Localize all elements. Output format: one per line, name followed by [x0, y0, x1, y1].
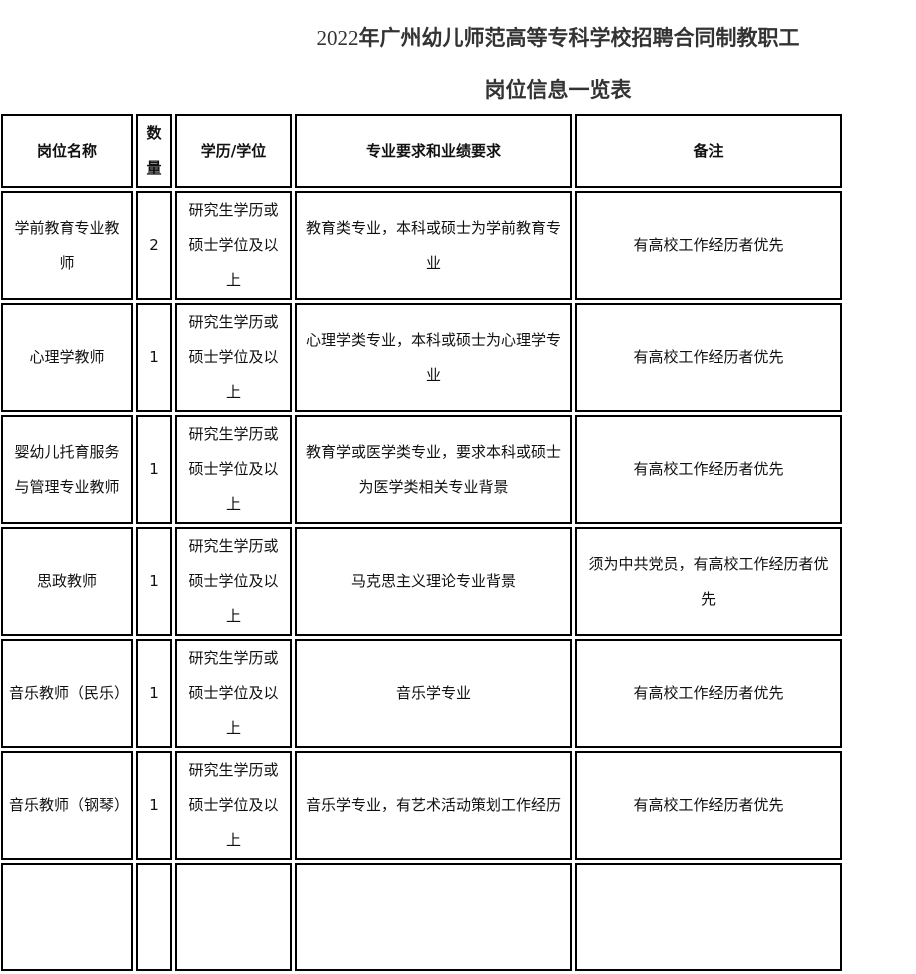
cell-education: 研究生学历或硕士学位及以上 [175, 191, 292, 300]
table-row: 思政教师 1 研究生学历或硕士学位及以上 马克思主义理论专业背景 须为中共党员，有高校工… [1, 527, 842, 636]
cell-position: 音乐教师（钢琴） [1, 751, 133, 860]
positions-table: 岗位名称 数量 学历/学位 专业要求和业绩要求 备注 学前教育专业教师 2 研究生学… [0, 111, 845, 974]
table-header-row: 岗位名称 数量 学历/学位 专业要求和业绩要求 备注 [1, 114, 842, 188]
cell-education: 研究生学历或硕士学位及以上 [175, 751, 292, 860]
cell-requirements: 音乐学专业 [295, 639, 572, 748]
cell-count: 1 [136, 527, 172, 636]
cell-requirements: 马克思主义理论专业背景 [295, 527, 572, 636]
header-education: 学历/学位 [175, 114, 292, 188]
cell-count [136, 863, 172, 971]
cell-count: 1 [136, 415, 172, 524]
cell-notes: 有高校工作经历者优先 [575, 303, 842, 412]
cell-requirements: 教育学或医学类专业，要求本科或硕士为医学类相关专业背景 [295, 415, 572, 524]
header-count: 数量 [136, 114, 172, 188]
cell-education: 研究生学历或硕士学位及以上 [175, 527, 292, 636]
cell-requirements: 音乐学专业，有艺术活动策划工作经历 [295, 751, 572, 860]
table-row [1, 863, 842, 971]
cell-position: 学前教育专业教师 [1, 191, 133, 300]
table-row: 心理学教师 1 研究生学历或硕士学位及以上 心理学类专业，本科或硕士为心理学专业 有高校… [1, 303, 842, 412]
cell-education: 研究生学历或硕士学位及以上 [175, 415, 292, 524]
cell-position: 婴幼儿托育服务与管理专业教师 [1, 415, 133, 524]
cell-education: 研究生学历或硕士学位及以上 [175, 303, 292, 412]
table-row: 婴幼儿托育服务与管理专业教师 1 研究生学历或硕士学位及以上 教育学或医学类专业，要求… [1, 415, 842, 524]
cell-position: 心理学教师 [1, 303, 133, 412]
cell-notes: 有高校工作经历者优先 [575, 415, 842, 524]
cell-requirements [295, 863, 572, 971]
cell-count: 1 [136, 639, 172, 748]
cell-count: 2 [136, 191, 172, 300]
cell-requirements: 教育类专业，本科或硕士为学前教育专业 [295, 191, 572, 300]
cell-education [175, 863, 292, 971]
header-position: 岗位名称 [1, 114, 133, 188]
cell-count: 1 [136, 303, 172, 412]
cell-requirements: 心理学类专业，本科或硕士为心理学专业 [295, 303, 572, 412]
cell-notes: 有高校工作经历者优先 [575, 191, 842, 300]
cell-position: 音乐教师（民乐） [1, 639, 133, 748]
cell-notes [575, 863, 842, 971]
cell-education: 研究生学历或硕士学位及以上 [175, 639, 292, 748]
cell-count: 1 [136, 751, 172, 860]
cell-position: 思政教师 [1, 527, 133, 636]
table-row: 学前教育专业教师 2 研究生学历或硕士学位及以上 教育类专业，本科或硕士为学前教育专业… [1, 191, 842, 300]
page-title-line2: 岗位信息一览表 [484, 78, 632, 102]
table-row: 音乐教师（钢琴） 1 研究生学历或硕士学位及以上 音乐学专业，有艺术活动策划工作经历有… [1, 751, 842, 860]
cell-position [1, 863, 133, 971]
header-requirements: 专业要求和业绩要求 [295, 114, 572, 188]
page-title-line1: 2022年广州幼儿师范高等专科学校招聘合同制教职工 [316, 26, 800, 50]
cell-notes: 有高校工作经历者优先 [575, 751, 842, 860]
header-notes: 备注 [575, 114, 842, 188]
cell-notes: 须为中共党员，有高校工作经历者优先 [575, 527, 842, 636]
table-row: 音乐教师（民乐） 1 研究生学历或硕士学位及以上 音乐学专业 有高校工作经历者优先 [1, 639, 842, 748]
cell-notes: 有高校工作经历者优先 [575, 639, 842, 748]
